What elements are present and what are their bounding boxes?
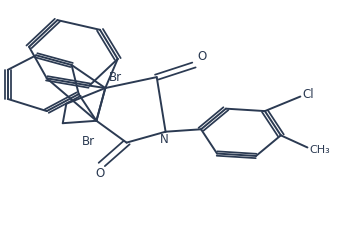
Text: Br: Br — [109, 71, 122, 84]
Text: Cl: Cl — [302, 88, 314, 101]
Text: CH₃: CH₃ — [309, 145, 330, 155]
Text: O: O — [198, 50, 207, 62]
Text: Br: Br — [82, 135, 95, 148]
Text: O: O — [95, 167, 105, 180]
Text: N: N — [160, 133, 169, 146]
